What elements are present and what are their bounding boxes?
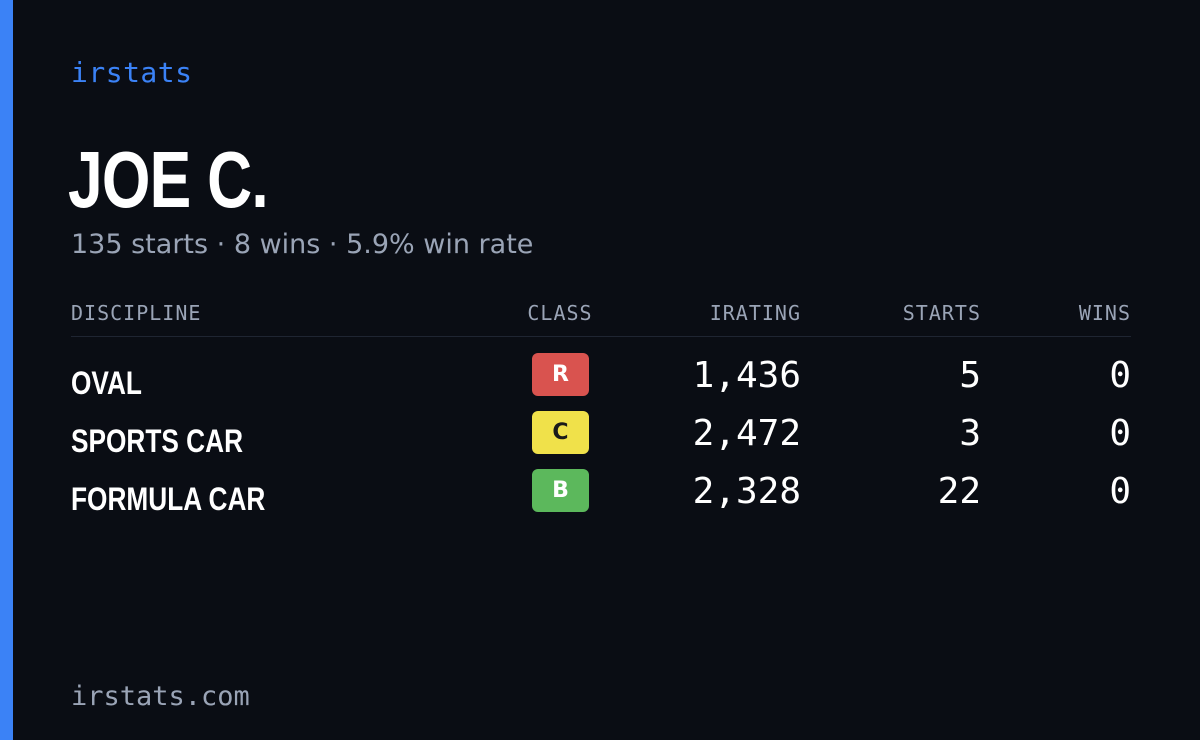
discipline-name: OVAL bbox=[71, 365, 142, 401]
irating-value: 1,436 bbox=[692, 355, 801, 396]
discipline-name: SPORTS CAR bbox=[71, 423, 244, 459]
header-irating: IRATING bbox=[709, 301, 801, 325]
class-badge: R bbox=[532, 353, 589, 396]
class-badge: C bbox=[532, 411, 589, 454]
player-summary: 135 starts · 8 wins · 5.9% win rate bbox=[71, 229, 534, 260]
header-wins: WINS bbox=[1078, 301, 1131, 325]
starts-value: 22 bbox=[937, 471, 981, 512]
table-body: OVAL R 1,436 5 0 SPORTS CAR C 2,472 3 0 … bbox=[71, 353, 1131, 527]
brand-logo: irstats bbox=[71, 56, 193, 89]
accent-bar bbox=[0, 0, 13, 740]
table-row: SPORTS CAR C 2,472 3 0 bbox=[71, 411, 1131, 469]
player-name: JOE C. bbox=[68, 135, 269, 224]
stats-table: DISCIPLINE CLASS IRATING STARTS WINS OVA… bbox=[71, 298, 1131, 527]
irating-value: 2,472 bbox=[692, 413, 801, 454]
class-badge: B bbox=[532, 469, 589, 512]
starts-value: 3 bbox=[959, 413, 981, 454]
starts-value: 5 bbox=[959, 355, 981, 396]
wins-value: 0 bbox=[1109, 355, 1131, 396]
table-row: FORMULA CAR B 2,328 22 0 bbox=[71, 469, 1131, 527]
header-starts: STARTS bbox=[902, 301, 981, 325]
irating-value: 2,328 bbox=[692, 471, 801, 512]
header-class: CLASS bbox=[527, 301, 593, 325]
wins-value: 0 bbox=[1109, 471, 1131, 512]
footer-domain: irstats.com bbox=[71, 681, 250, 712]
header-discipline: DISCIPLINE bbox=[71, 301, 202, 325]
wins-value: 0 bbox=[1109, 413, 1131, 454]
table-row: OVAL R 1,436 5 0 bbox=[71, 353, 1131, 411]
discipline-name: FORMULA CAR bbox=[71, 481, 266, 517]
table-header: DISCIPLINE CLASS IRATING STARTS WINS bbox=[71, 298, 1131, 337]
